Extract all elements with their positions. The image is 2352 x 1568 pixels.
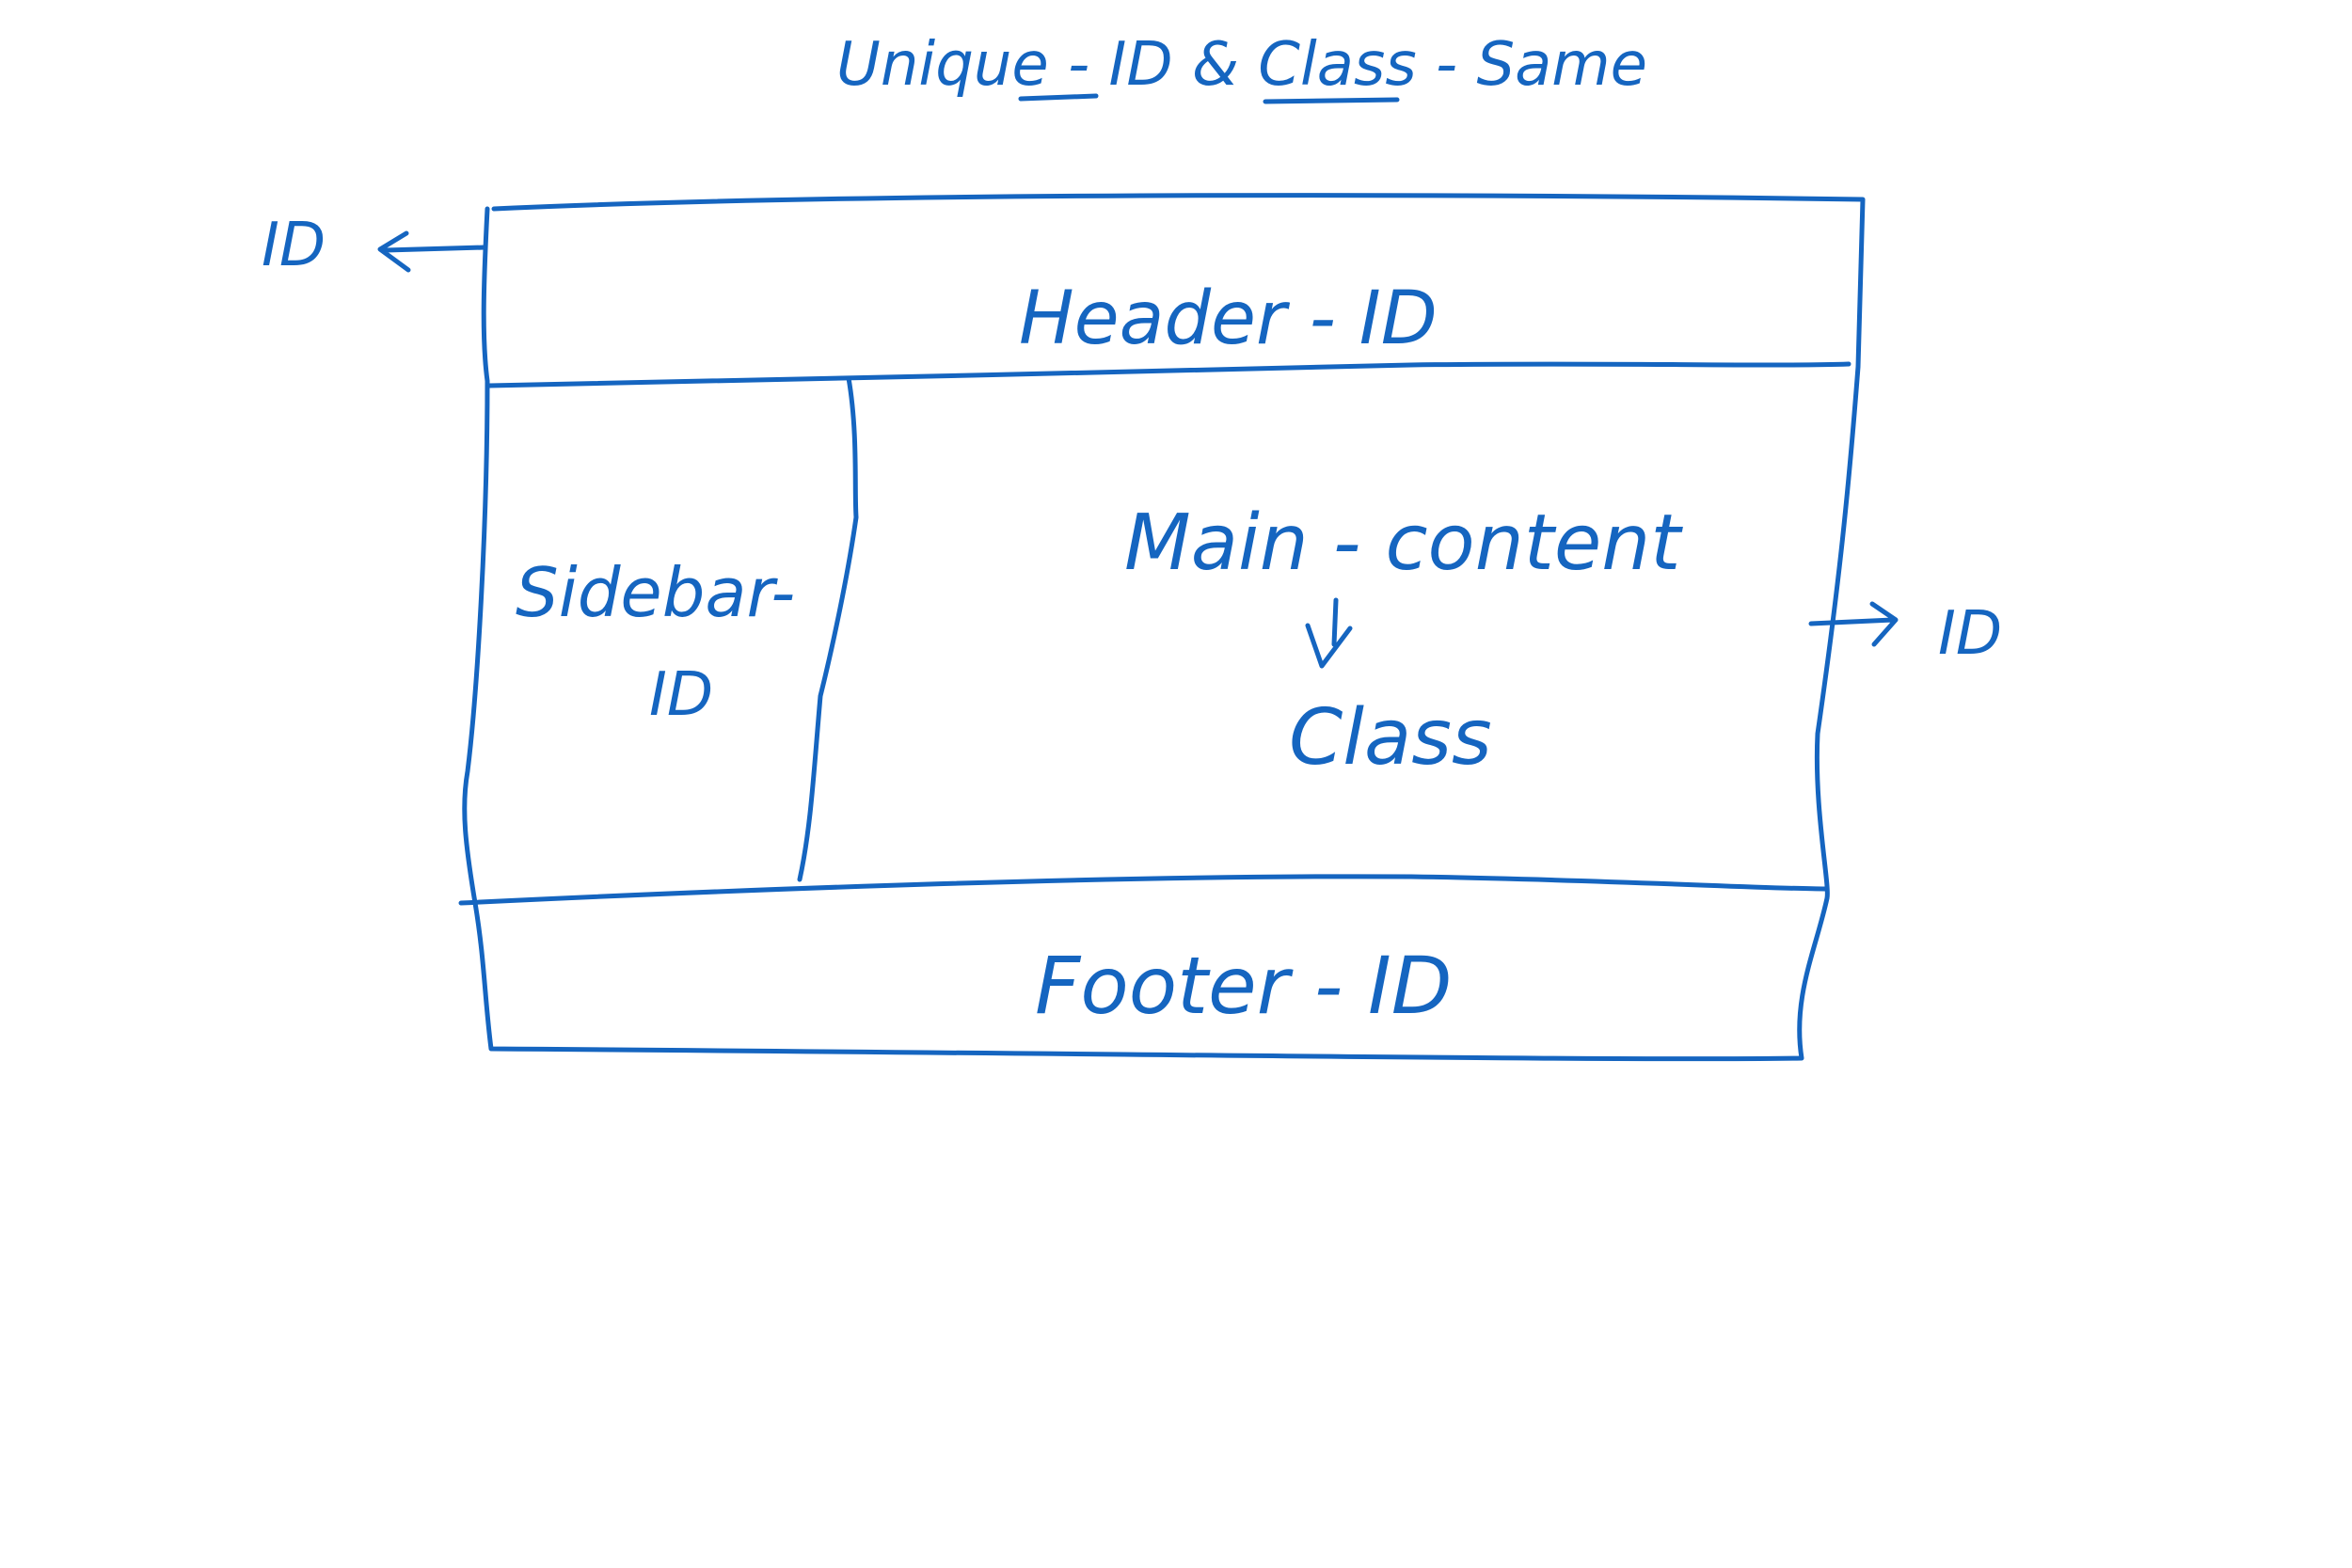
page-title: Unique - ID & Class - Same bbox=[836, 30, 1647, 100]
sidebar-label-line1: Sidebar- bbox=[516, 553, 795, 632]
footer-label: Footer - ID bbox=[1035, 940, 1452, 1032]
title-class-underline bbox=[1263, 97, 1400, 104]
title-same-text: - Same bbox=[1417, 30, 1647, 100]
left-id-label: ID bbox=[262, 211, 326, 280]
main-class-label: Class bbox=[1289, 693, 1492, 783]
page-outer-box bbox=[462, 193, 1866, 1062]
right-id-label: ID bbox=[1938, 599, 2002, 669]
footer-divider bbox=[458, 874, 1828, 906]
sidebar-label-line2: ID bbox=[649, 660, 713, 730]
sidebar-divider bbox=[797, 375, 859, 882]
left-id-arrow bbox=[377, 230, 487, 273]
main-content-label: Main - content bbox=[1124, 499, 1683, 588]
title-id-text: ID bbox=[1109, 30, 1173, 100]
title-class-text: Class bbox=[1258, 30, 1416, 100]
title-id-underline bbox=[1018, 93, 1099, 102]
right-id-arrow bbox=[1808, 601, 1899, 647]
title-unique-text: Unique - bbox=[836, 30, 1109, 100]
title-and-text: & bbox=[1173, 30, 1259, 100]
main-class-arrow bbox=[1305, 597, 1353, 669]
header-divider bbox=[486, 361, 1851, 388]
header-label: Header - ID bbox=[1019, 277, 1438, 361]
